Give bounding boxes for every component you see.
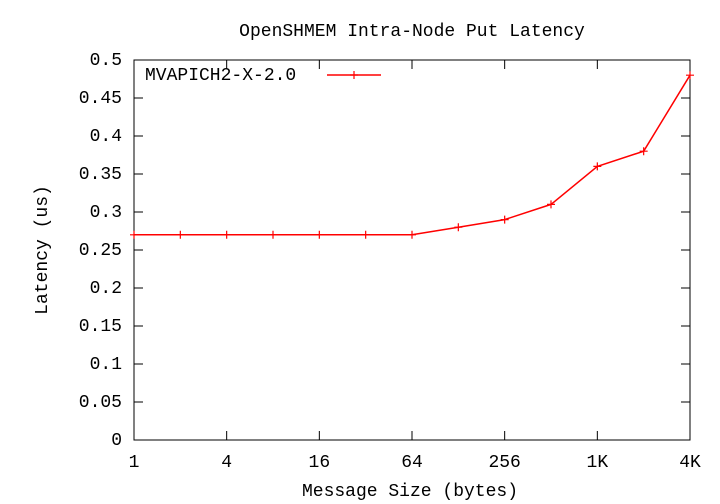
- x-tick-label: 16: [309, 453, 331, 473]
- x-tick-label: 1K: [587, 453, 609, 473]
- point-marker: [500, 215, 509, 224]
- y-tick-label: 0.15: [79, 317, 122, 337]
- point-marker: [686, 71, 694, 80]
- point-marker: [547, 200, 555, 209]
- point-marker: [361, 230, 370, 239]
- x-axis-label: Message Size (bytes): [302, 482, 518, 502]
- point-marker: [593, 162, 602, 171]
- y-tick-label: 0.05: [79, 393, 122, 413]
- y-tick-label: 0: [111, 431, 122, 451]
- point-marker: [408, 230, 416, 239]
- x-tick-label: 64: [401, 453, 423, 473]
- point-marker: [269, 230, 277, 239]
- y-tick-label: 0.1: [90, 355, 122, 375]
- point-marker: [176, 230, 185, 239]
- point-marker: [315, 230, 324, 239]
- x-tick-label: 1: [129, 453, 140, 473]
- legend-label: MVAPICH2-X-2.0: [145, 66, 296, 86]
- y-tick-label: 0.25: [79, 241, 122, 261]
- point-marker: [222, 230, 231, 239]
- y-tick-label: 0.3: [90, 203, 122, 223]
- y-tick-label: 0.4: [90, 127, 122, 147]
- y-tick-label: 0.35: [79, 165, 122, 185]
- y-tick-label: 0.5: [90, 51, 122, 71]
- y-axis-label: Latency (us): [33, 185, 53, 315]
- point-marker: [130, 230, 138, 239]
- x-tick-label: 4K: [679, 453, 701, 473]
- chart-title: OpenSHMEM Intra-Node Put Latency: [239, 22, 585, 42]
- legend-marker: [350, 71, 358, 79]
- point-marker: [639, 147, 648, 156]
- y-tick-label: 0.2: [90, 279, 122, 299]
- point-marker: [454, 223, 463, 232]
- x-tick-label: 256: [488, 453, 520, 473]
- x-tick-label: 4: [221, 453, 232, 473]
- y-tick-label: 0.45: [79, 89, 122, 109]
